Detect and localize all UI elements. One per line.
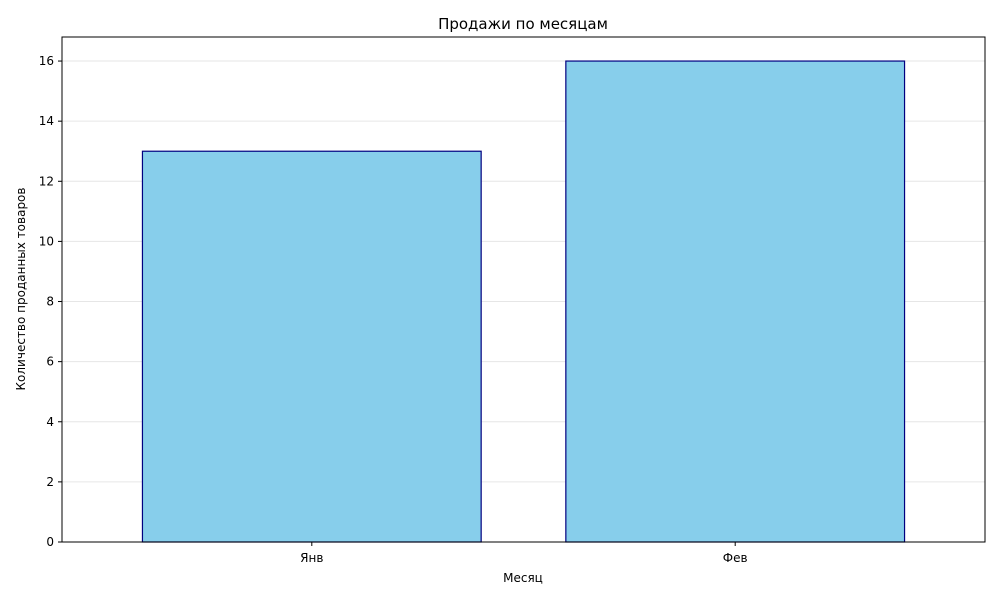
plot-frame <box>61 36 986 543</box>
x-tick-label: Фев <box>723 551 748 565</box>
tick-labels: 0 2 4 6 8 10 12 14 16 Янв Фев <box>39 54 748 565</box>
bar-1 <box>141 150 482 543</box>
y-tick-label: 0 <box>46 535 54 549</box>
y-tick-label: 2 <box>46 475 54 489</box>
x-axis-label: Месяц <box>503 571 543 585</box>
y-tick-label: 12 <box>39 174 54 188</box>
y-tick-label: 6 <box>46 355 54 369</box>
y-tick-label: 16 <box>39 54 54 68</box>
y-tick-label: 4 <box>46 415 54 429</box>
bars <box>141 60 906 543</box>
chart-title: Продажи по месяцам <box>438 15 608 33</box>
y-axis-label: Количество проданных товаров <box>14 188 28 391</box>
axes <box>58 36 986 546</box>
bar-2 <box>565 60 906 543</box>
x-tick-label: Янв <box>300 551 323 565</box>
y-tick-label: 10 <box>39 234 54 248</box>
y-tick-label: 8 <box>46 295 54 309</box>
y-tick-label: 14 <box>39 114 54 128</box>
